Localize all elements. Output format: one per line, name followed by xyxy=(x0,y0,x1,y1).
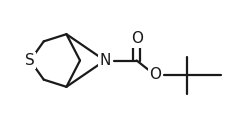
Text: O: O xyxy=(148,67,160,82)
Text: S: S xyxy=(25,53,35,68)
Text: N: N xyxy=(99,53,110,68)
Text: O: O xyxy=(130,31,142,46)
